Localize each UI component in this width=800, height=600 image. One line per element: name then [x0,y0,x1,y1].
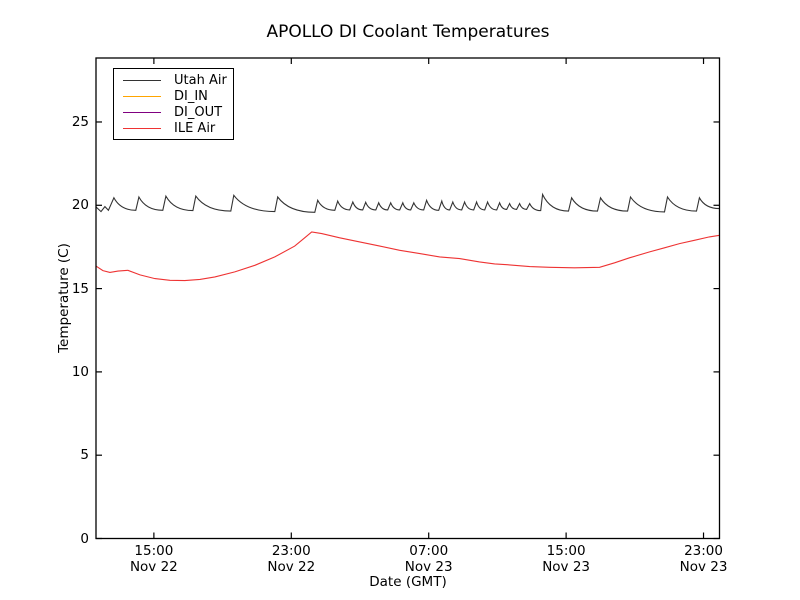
x-tick-label: 15:00 Nov 22 [94,543,214,575]
chart-title: APOLLO DI Coolant Temperatures [266,22,550,42]
x-tick-date: Nov 23 [404,558,453,575]
series-ile-air [95,231,720,282]
x-tick-label: 07:00 Nov 23 [369,543,489,575]
x-tick-label: 15:00 Nov 23 [506,543,626,575]
legend-item: DI_IN [114,89,233,105]
legend: Utah Air DI_IN DI_OUT ILE Air [113,68,234,141]
legend-line-swatch [123,80,161,82]
x-tick-date: Nov 22 [267,558,316,575]
legend-label: Utah Air [174,73,227,89]
y-tick-label: 15 [71,280,89,297]
y-tick-label: 0 [80,530,89,547]
x-tick-label: 23:00 Nov 23 [644,543,764,575]
x-tick-time: 15:00 [546,543,586,559]
legend-item: Utah Air [114,73,233,89]
x-tick-time: 07:00 [409,543,449,559]
legend-label: DI_IN [174,89,208,105]
y-tick-label: 25 [71,113,89,130]
legend-label: DI_OUT [174,104,223,120]
y-tick-label: 20 [71,197,89,214]
series-utah-air [95,192,720,213]
legend-line-swatch [123,127,161,129]
x-tick-date: Nov 22 [129,558,178,575]
x-tick-date: Nov 23 [542,558,591,575]
legend-item: ILE Air [114,120,233,136]
legend-item: DI_OUT [114,105,233,121]
x-tick-time: 15:00 [134,543,174,559]
legend-line-swatch [123,96,161,98]
legend-line-swatch [123,111,161,113]
x-tick-time: 23:00 [684,543,723,559]
x-axis-label: Date (GMT) [369,574,447,590]
x-tick-time: 23:00 [271,543,311,559]
legend-label: ILE Air [174,120,216,136]
y-tick-label: 5 [80,447,89,464]
axes-frame [95,57,721,540]
x-tick-date: Nov 23 [679,558,728,575]
x-tick-label: 23:00 Nov 22 [231,543,351,575]
y-tick-label: 10 [71,363,89,380]
